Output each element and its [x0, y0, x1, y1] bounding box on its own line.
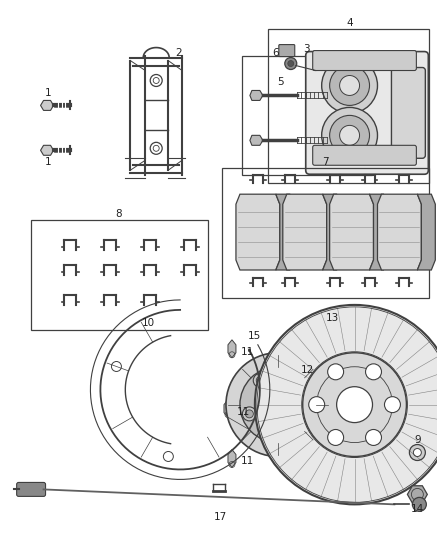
- Polygon shape: [417, 194, 435, 270]
- Polygon shape: [41, 100, 53, 110]
- Text: 7: 7: [322, 157, 329, 167]
- Bar: [268, 29, 429, 183]
- Polygon shape: [283, 194, 327, 270]
- Circle shape: [413, 497, 426, 511]
- Text: 11: 11: [241, 456, 254, 466]
- Circle shape: [302, 410, 310, 418]
- FancyBboxPatch shape: [17, 482, 46, 496]
- Text: 8: 8: [115, 209, 122, 219]
- Text: 3: 3: [304, 44, 310, 54]
- Circle shape: [410, 445, 425, 461]
- Polygon shape: [41, 146, 53, 155]
- Text: 14: 14: [411, 504, 424, 514]
- Polygon shape: [236, 194, 280, 270]
- Circle shape: [321, 108, 378, 163]
- Circle shape: [245, 410, 253, 418]
- Bar: [31, 220, 208, 330]
- Circle shape: [291, 376, 300, 384]
- Polygon shape: [228, 340, 236, 358]
- FancyBboxPatch shape: [279, 45, 295, 56]
- Text: 15: 15: [248, 331, 261, 341]
- Bar: [242, 55, 371, 175]
- Circle shape: [285, 58, 297, 69]
- Polygon shape: [228, 449, 236, 467]
- Circle shape: [268, 394, 288, 415]
- Circle shape: [339, 76, 360, 95]
- Circle shape: [111, 361, 121, 372]
- Circle shape: [332, 133, 346, 147]
- FancyBboxPatch shape: [313, 146, 417, 165]
- Text: 1: 1: [45, 88, 52, 99]
- Circle shape: [413, 449, 421, 456]
- Circle shape: [330, 66, 370, 106]
- Text: 6: 6: [272, 47, 279, 58]
- Circle shape: [255, 305, 438, 504]
- Circle shape: [328, 430, 343, 446]
- Polygon shape: [323, 194, 341, 270]
- Text: 13: 13: [326, 313, 339, 323]
- Text: 17: 17: [213, 512, 226, 522]
- Polygon shape: [224, 400, 232, 417]
- Circle shape: [226, 353, 330, 456]
- Circle shape: [150, 75, 162, 86]
- Text: 1: 1: [45, 157, 52, 167]
- Circle shape: [321, 58, 378, 114]
- Polygon shape: [250, 135, 263, 146]
- Polygon shape: [407, 486, 427, 503]
- Circle shape: [256, 376, 264, 384]
- Circle shape: [366, 430, 381, 446]
- Circle shape: [330, 116, 370, 155]
- Text: 10: 10: [141, 318, 155, 328]
- FancyBboxPatch shape: [313, 51, 417, 70]
- Polygon shape: [250, 91, 263, 100]
- Text: 4: 4: [346, 18, 353, 28]
- Circle shape: [274, 431, 282, 439]
- Circle shape: [163, 451, 173, 462]
- Circle shape: [271, 427, 285, 441]
- Circle shape: [288, 61, 294, 67]
- Circle shape: [328, 364, 343, 380]
- Polygon shape: [330, 194, 374, 270]
- FancyBboxPatch shape: [392, 68, 425, 158]
- Circle shape: [239, 408, 249, 418]
- Circle shape: [385, 397, 400, 413]
- Circle shape: [299, 407, 313, 421]
- Circle shape: [242, 407, 256, 421]
- Circle shape: [253, 374, 267, 387]
- Polygon shape: [370, 194, 388, 270]
- Text: 11: 11: [237, 407, 251, 417]
- Circle shape: [337, 386, 372, 423]
- Circle shape: [309, 397, 325, 413]
- Circle shape: [366, 364, 381, 380]
- FancyBboxPatch shape: [306, 52, 428, 174]
- Polygon shape: [276, 194, 294, 270]
- Text: 12: 12: [301, 365, 314, 375]
- Circle shape: [332, 88, 346, 102]
- Circle shape: [150, 142, 162, 154]
- Circle shape: [303, 353, 406, 456]
- Text: 5: 5: [278, 77, 284, 87]
- Bar: [222, 168, 429, 298]
- Text: 2: 2: [175, 47, 181, 58]
- Circle shape: [240, 367, 316, 442]
- Polygon shape: [378, 194, 421, 270]
- Circle shape: [288, 374, 302, 387]
- Circle shape: [256, 383, 300, 426]
- Circle shape: [339, 125, 360, 146]
- Text: 9: 9: [414, 434, 420, 445]
- Text: 11: 11: [241, 347, 254, 357]
